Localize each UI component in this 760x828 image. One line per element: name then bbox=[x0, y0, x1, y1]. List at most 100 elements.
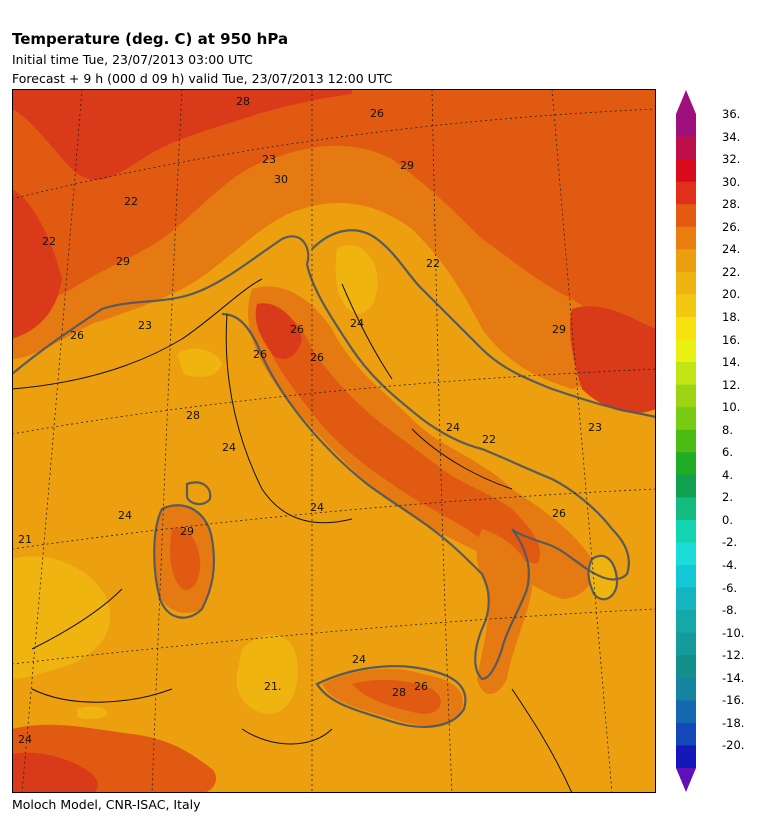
contour-label: 29 bbox=[180, 525, 194, 538]
colorbar-swatch bbox=[676, 610, 696, 634]
colorbar-label: 2. bbox=[722, 490, 733, 505]
band-22-north-tyrrhenian bbox=[177, 348, 222, 377]
band-28-sicily bbox=[352, 679, 441, 714]
contour-label: 22 bbox=[482, 433, 496, 446]
colorbar-label: 28. bbox=[722, 197, 741, 212]
colorbar-swatch bbox=[676, 271, 696, 295]
isotherm-contours bbox=[12, 278, 573, 793]
colorbar-label: -18. bbox=[722, 715, 745, 730]
contour-label: 26 bbox=[370, 107, 384, 120]
colorbar-label: 8. bbox=[722, 422, 733, 437]
contour-label: 21 bbox=[18, 533, 32, 546]
contour-label: 24 bbox=[446, 421, 460, 434]
colorbar-label: 26. bbox=[722, 219, 741, 234]
band-22-adriatic bbox=[335, 245, 378, 314]
band-30-west bbox=[12, 189, 62, 339]
contour-label: 30 bbox=[274, 173, 288, 186]
colorbar-label: -8. bbox=[722, 603, 738, 618]
colorbar-label: -20. bbox=[722, 738, 745, 753]
contour-label: 26 bbox=[310, 351, 324, 364]
colorbar-label: 6. bbox=[722, 445, 733, 460]
contour-label: 22 bbox=[42, 235, 56, 248]
colorbar-swatch bbox=[676, 677, 696, 701]
contour-label: 24 bbox=[350, 317, 364, 330]
colorbar-swatch bbox=[676, 226, 696, 250]
colorbar-swatch bbox=[676, 542, 696, 566]
colorbar-label: 14. bbox=[722, 355, 741, 370]
colorbar-label: -12. bbox=[722, 648, 745, 663]
colorbar-label: -10. bbox=[722, 625, 745, 640]
band-30-alps bbox=[12, 89, 352, 180]
colorbar-swatch bbox=[676, 497, 696, 521]
band-28-sardinia bbox=[170, 528, 201, 590]
colorbar-label: 22. bbox=[722, 264, 741, 279]
colorbar-label: 24. bbox=[722, 242, 741, 257]
colorbar-swatch bbox=[676, 114, 696, 138]
band-22-south-small bbox=[77, 706, 107, 720]
colorbar-swatch bbox=[676, 362, 696, 386]
initial-time: Initial time Tue, 23/07/2013 03:00 UTC bbox=[12, 52, 253, 67]
colorbar-swatch bbox=[676, 429, 696, 453]
colorbar-label: 34. bbox=[722, 129, 741, 144]
contour-label: 22 bbox=[426, 257, 440, 270]
colorbar-swatch bbox=[676, 204, 696, 228]
colorbar bbox=[676, 90, 696, 792]
colorbar-label: 30. bbox=[722, 174, 741, 189]
contour-label: 24 bbox=[352, 653, 366, 666]
coastlines bbox=[12, 229, 656, 728]
colorbar-label: 32. bbox=[722, 152, 741, 167]
colorbar-swatch bbox=[676, 655, 696, 679]
contour-label: 23 bbox=[588, 421, 602, 434]
colorbar-swatch bbox=[676, 384, 696, 408]
colorbar-label: 18. bbox=[722, 309, 741, 324]
colorbar-label: 20. bbox=[722, 287, 741, 302]
colorbar-label: 4. bbox=[722, 467, 733, 482]
colorbar-swatch bbox=[676, 159, 696, 183]
graticule bbox=[12, 89, 656, 793]
contour-label: 28 bbox=[392, 686, 406, 699]
colorbar-swatch bbox=[676, 316, 696, 341]
contour-label: 28 bbox=[186, 409, 200, 422]
colorbar-swatch bbox=[676, 249, 696, 273]
contour-label: 24 bbox=[18, 733, 32, 746]
forecast-info: Forecast + 9 h (000 d 09 h) valid Tue, 2… bbox=[12, 71, 393, 86]
colorbar-label: -2. bbox=[722, 535, 738, 550]
colorbar-swatch bbox=[676, 452, 696, 476]
contour-label: 24 bbox=[222, 441, 236, 454]
colorbar-swatch bbox=[676, 700, 696, 724]
contour-label: 29 bbox=[116, 255, 130, 268]
map-title: Temperature (deg. C) at 950 hPa bbox=[12, 30, 289, 48]
band-22-south-sea bbox=[236, 635, 298, 714]
band-30-africa bbox=[12, 752, 98, 793]
colorbar-swatch bbox=[676, 587, 696, 611]
colorbar-swatch bbox=[676, 565, 696, 589]
temperature-map: 28 26 23 30 29 22 22 29 22 23 26 26 26 2… bbox=[12, 89, 656, 793]
model-credit: Moloch Model, CNR-ISAC, Italy bbox=[12, 797, 201, 812]
contour-label: 21. bbox=[264, 680, 282, 693]
colorbar-swatch bbox=[676, 474, 696, 498]
colorbar-swatch bbox=[676, 722, 696, 746]
colorbar-swatch bbox=[676, 407, 696, 431]
band-22-west-sea bbox=[12, 556, 111, 679]
colorbar-swatch bbox=[676, 136, 696, 160]
contour-label: 29 bbox=[400, 159, 414, 172]
colorbar-label: 10. bbox=[722, 400, 741, 415]
band-26-calabria bbox=[476, 529, 532, 694]
contour-label: 22 bbox=[124, 195, 138, 208]
band-30-lazio bbox=[255, 303, 302, 359]
contour-label: 26 bbox=[70, 329, 84, 342]
colorbar-arrow-bottom bbox=[676, 768, 696, 792]
map-frame bbox=[12, 89, 656, 793]
colorbar-label: 36. bbox=[722, 107, 741, 121]
colorbar-label: 0. bbox=[722, 512, 733, 527]
colorbar-label: 16. bbox=[722, 332, 741, 347]
contour-label: 29 bbox=[552, 323, 566, 336]
contour-label: 23 bbox=[138, 319, 152, 332]
contour-label: 26 bbox=[290, 323, 304, 336]
colorbar-label: -14. bbox=[722, 670, 745, 685]
colorbar-label: -4. bbox=[722, 558, 738, 573]
colorbar-swatch bbox=[676, 294, 696, 318]
colorbar-swatch bbox=[676, 339, 696, 363]
contour-label: 26 bbox=[552, 507, 566, 520]
band-30-east bbox=[570, 306, 656, 413]
